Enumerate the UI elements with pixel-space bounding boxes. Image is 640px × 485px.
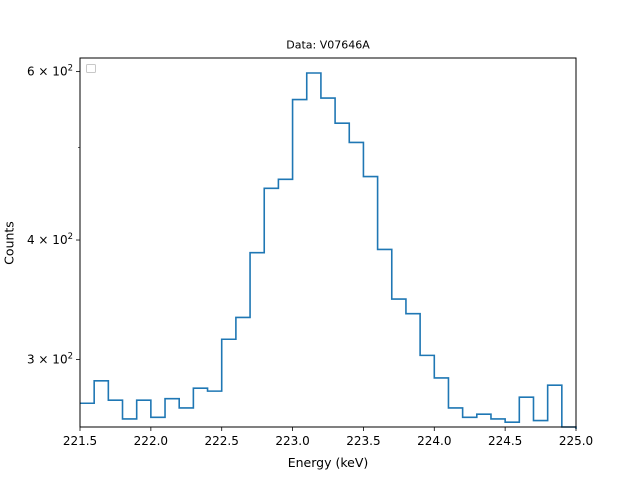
y-axis: 3 × 102 4 × 102 6 × 102 [27, 64, 80, 367]
chart-title: Data: V07646A [286, 39, 370, 52]
x-tick-label-7: 225.0 [559, 434, 593, 448]
y-tick-label-1: 4 × 102 [27, 232, 73, 247]
x-tick-label-6: 224.5 [488, 434, 522, 448]
x-axis: 221.5 222.0 222.5 223.0 223.5 224.0 224.5 225.0 [63, 427, 593, 448]
legend-box [86, 64, 96, 73]
x-axis-label: Energy (keV) [288, 455, 369, 470]
y-tick-label-2: 6 × 102 [27, 64, 73, 79]
x-tick-label-3: 223.0 [275, 434, 309, 448]
x-tick-label-0: 221.5 [63, 434, 97, 448]
series-layer [80, 72, 577, 429]
x-tick-label-4: 223.5 [346, 434, 380, 448]
x-tick-label-2: 222.5 [205, 434, 239, 448]
x-tick-label-1: 222.0 [134, 434, 168, 448]
y-tick-label-0: 3 × 102 [27, 352, 73, 367]
y-axis-label: Counts [2, 221, 17, 265]
plot-frame [79, 57, 577, 428]
x-tick-label-5: 224.0 [417, 434, 451, 448]
series-0-line [80, 72, 577, 429]
